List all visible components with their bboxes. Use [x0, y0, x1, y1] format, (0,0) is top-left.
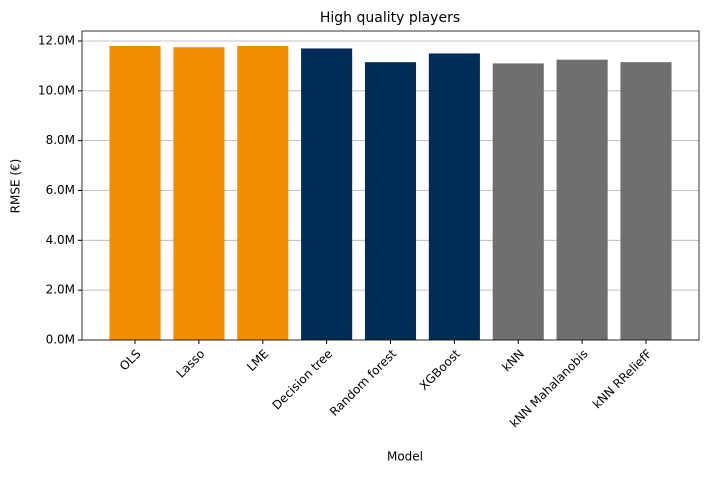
y-tick-label: 4.0M: [46, 233, 75, 247]
y-axis-title: RMSE (€): [9, 159, 23, 214]
bar: [173, 47, 225, 341]
bar: [620, 62, 672, 340]
bar: [237, 45, 289, 341]
x-tick-label: kNN RReliefF: [590, 347, 655, 412]
x-tick-label: Lasso: [174, 347, 208, 381]
bar: [492, 63, 544, 340]
bar: [556, 59, 608, 340]
x-tick-label: LME: [244, 347, 271, 374]
y-tick-label: 12.0M: [38, 33, 75, 47]
x-tick-label: OLS: [117, 347, 144, 374]
plot-frame: [81, 30, 700, 341]
x-axis-title: Model: [387, 450, 423, 464]
y-tick-label: 6.0M: [46, 183, 75, 197]
y-tick-label: 0.0M: [46, 333, 75, 347]
chart-title: High quality players: [320, 10, 460, 26]
y-tick-label: 10.0M: [38, 83, 75, 97]
y-tick-label: 2.0M: [46, 283, 75, 297]
x-tick-label: XGBoost: [417, 346, 463, 392]
bar: [428, 53, 480, 340]
bar: [301, 48, 353, 341]
x-tick-label: Random forest: [327, 346, 399, 418]
x-tick-label: kNN: [499, 347, 527, 375]
y-tick-label: 8.0M: [46, 133, 75, 147]
bar: [364, 62, 417, 340]
x-tick-label: Decision tree: [269, 347, 335, 413]
bar: [109, 45, 161, 341]
